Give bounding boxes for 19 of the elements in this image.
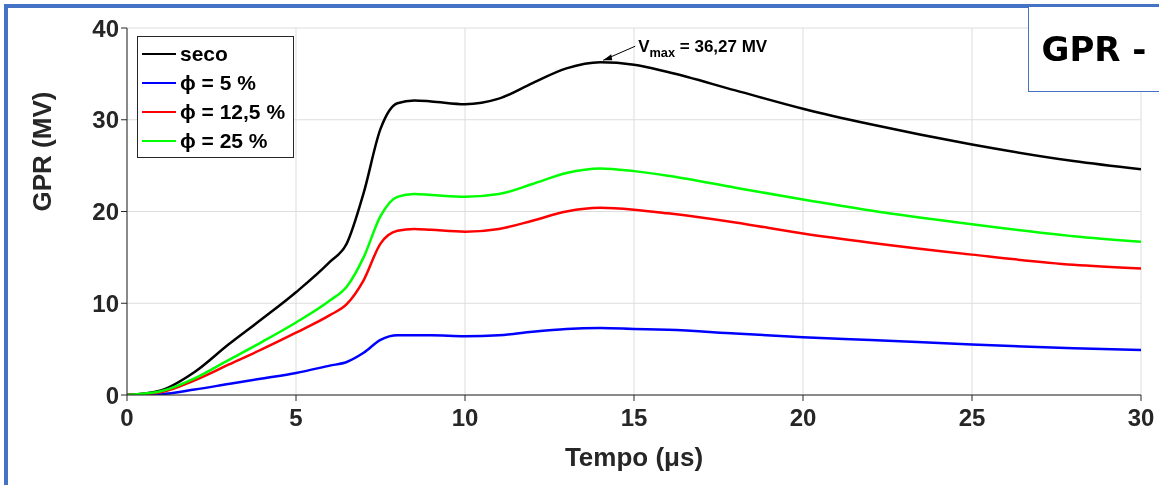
x-tick-label: 30: [1127, 404, 1155, 432]
y-tick-label: 10: [92, 289, 119, 317]
y-tick-label: 20: [92, 198, 119, 226]
legend-label: ϕ = 5 %: [180, 70, 256, 96]
x-axis-title: Tempo (μs): [564, 442, 704, 472]
chart-title: GPR -: [1028, 6, 1159, 92]
x-tick-label: 25: [958, 404, 986, 432]
legend-label: ϕ = 25 %: [180, 128, 268, 154]
x-tick-label: 5: [289, 404, 303, 432]
y-axis-title: GPR (MV): [27, 91, 58, 212]
y-tick-label: 0: [105, 381, 119, 409]
x-tick-label: 10: [451, 404, 479, 432]
y-tick-label: 30: [92, 106, 119, 134]
x-tick-label: 15: [620, 404, 648, 432]
legend-label: ϕ = 12,5 %: [180, 99, 286, 125]
annotation: V$_{max}$ = 36,27 MV: [638, 37, 768, 61]
y-tick-label: 40: [92, 14, 119, 42]
legend-label: seco: [180, 41, 228, 67]
x-tick-label: 20: [789, 404, 817, 432]
